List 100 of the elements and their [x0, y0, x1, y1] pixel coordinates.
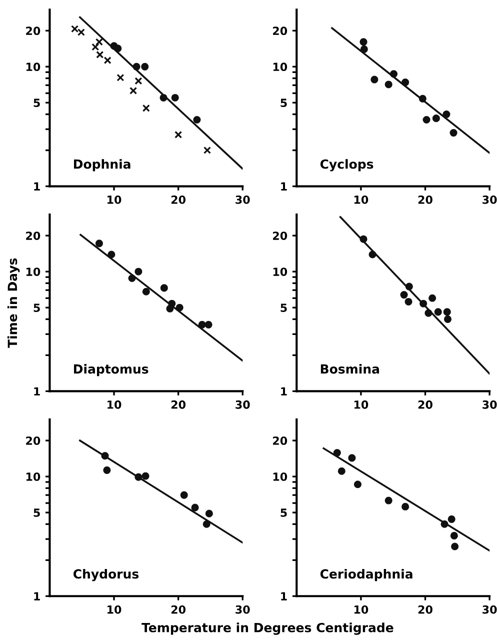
y-tick-label: 20	[273, 26, 288, 36]
x-tick-label: 10	[354, 196, 368, 204]
y-tick-label: 20	[26, 26, 40, 36]
y-tick-label: 1	[281, 592, 287, 600]
y-axis-title: Time in Days	[7, 258, 20, 348]
text: Ceriodaphnia	[320, 568, 412, 582]
x-tick-label: 10	[108, 605, 122, 614]
x-tick-label: 10	[108, 400, 122, 409]
point	[418, 94, 426, 102]
x-tick-label: 30	[236, 400, 250, 409]
point	[451, 542, 459, 550]
point	[142, 472, 150, 480]
point	[202, 520, 210, 528]
point	[193, 116, 201, 124]
point	[128, 274, 136, 282]
y-tick-label: 20	[26, 232, 40, 240]
x-tick-label: 30	[482, 196, 497, 204]
point	[95, 240, 103, 248]
y-tick-label: 10	[273, 62, 288, 72]
point	[96, 50, 104, 58]
point	[360, 45, 368, 53]
text: Cyclops	[320, 159, 374, 172]
point	[450, 129, 458, 137]
y-tick-label: 20	[273, 232, 288, 240]
y-tick-label: 5	[34, 508, 40, 517]
point	[134, 268, 142, 276]
x-tick-label: 20	[418, 196, 432, 204]
point	[402, 502, 410, 510]
point	[370, 76, 378, 84]
x-tick-label: 30	[236, 605, 250, 614]
point	[103, 466, 111, 474]
point	[142, 104, 150, 112]
point	[134, 77, 142, 85]
y-tick-label: 5	[280, 98, 287, 108]
point	[174, 130, 182, 138]
point	[114, 44, 122, 52]
point	[142, 288, 150, 296]
x-tick-label: 30	[482, 400, 497, 409]
point	[402, 78, 410, 86]
y-tick-label: 20	[26, 436, 40, 445]
text: Bosmina	[320, 364, 379, 374]
point	[141, 62, 149, 70]
point	[338, 467, 346, 475]
point	[176, 304, 184, 312]
point	[108, 250, 116, 258]
point	[384, 80, 392, 88]
point	[400, 291, 408, 299]
point	[205, 510, 213, 518]
x-tick-label: 20	[171, 196, 186, 204]
point	[360, 38, 368, 46]
point	[333, 448, 341, 457]
x-tick-label: 20	[171, 605, 186, 614]
y-tick-label: 1	[34, 182, 40, 190]
y-tick-label: 5	[34, 98, 40, 108]
point	[368, 250, 376, 258]
point	[432, 114, 440, 122]
point	[420, 300, 428, 308]
y-tick-label: 10	[26, 268, 40, 276]
point	[390, 70, 398, 78]
point	[354, 480, 362, 488]
x-tick-label: 10	[108, 196, 122, 204]
point	[204, 320, 212, 328]
point	[348, 454, 356, 462]
x-tick-label: 30	[482, 605, 497, 614]
point	[442, 110, 450, 118]
point	[191, 504, 199, 512]
y-tick-label: 5	[280, 508, 287, 517]
point	[360, 235, 368, 243]
point	[116, 74, 124, 82]
y-tick-label: 5	[34, 304, 40, 312]
text: Diaptomus	[74, 364, 148, 376]
y-tick-label: 1	[281, 182, 287, 190]
point	[404, 298, 412, 306]
x-tick-label: 30	[236, 196, 250, 204]
point	[434, 308, 442, 316]
text: Chydorus	[73, 568, 139, 582]
point	[384, 496, 392, 504]
point	[424, 309, 432, 317]
point	[444, 315, 452, 323]
x-tick-label: 20	[418, 605, 432, 614]
point	[104, 56, 112, 64]
y-tick-label: 20	[273, 436, 288, 445]
x-tick-label: 10	[354, 605, 368, 614]
point	[198, 320, 206, 328]
y-tick-label: 5	[280, 304, 287, 312]
text: Dophnia	[74, 159, 130, 172]
y-tick-label: 1	[34, 592, 40, 600]
y-tick-label: 10	[273, 472, 288, 481]
y-tick-label: 10	[273, 268, 288, 276]
point	[171, 94, 179, 102]
point	[101, 452, 109, 460]
point	[203, 146, 212, 154]
point	[92, 43, 100, 51]
y-tick-label: 1	[281, 387, 287, 396]
point	[422, 116, 430, 124]
point	[443, 308, 451, 316]
x-tick-label: 20	[171, 400, 186, 409]
point	[166, 304, 174, 312]
point	[440, 520, 448, 528]
y-tick-label: 10	[26, 62, 40, 72]
